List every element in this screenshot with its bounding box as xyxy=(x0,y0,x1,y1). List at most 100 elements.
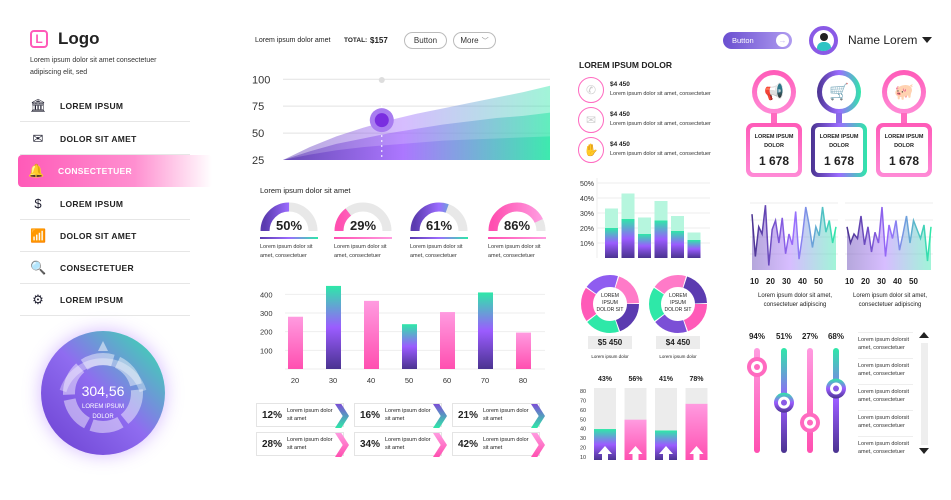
y-tick-label: 40% xyxy=(580,196,594,203)
y-tick-label: 20% xyxy=(580,226,594,233)
avatar[interactable] xyxy=(809,26,838,55)
cart-icon: 🛒 xyxy=(822,75,856,109)
sidebar-item-dolor-sit-amet[interactable]: 📶 DOLOR SIT AMET xyxy=(20,220,190,252)
y-tick-label: 60 xyxy=(580,408,586,414)
bar-bottom xyxy=(687,240,701,258)
stacked-bar-chart: 50% 40% 30% 20% 10% xyxy=(580,178,710,258)
y-tick-label: 30% xyxy=(580,211,594,218)
line-chart: 10 20 30 40 50 Lorem ipsum dolor sit amet, con… xyxy=(750,200,840,310)
list-item[interactable]: Lorem ipsum dolorsit amet, consectetuer xyxy=(858,358,913,378)
caret-down-icon[interactable] xyxy=(922,37,932,43)
sidebar-item-consectetuer[interactable]: 🔔 CONSECTETUER xyxy=(18,155,212,187)
y-tick-label: 10 xyxy=(580,455,586,461)
percent-card[interactable]: 42% Lorem ipsum dolor sit amet xyxy=(452,432,545,457)
percent-card[interactable]: 12% Lorem ipsum dolor sit amet xyxy=(256,403,349,428)
list-item[interactable]: Lorem ipsum dolorsit amet, consectetuer xyxy=(858,410,913,430)
sidebar-item-label: CONSECTETUER xyxy=(60,262,134,273)
percent-card[interactable]: 16% Lorem ipsum dolor sit amet xyxy=(354,403,447,428)
chevron-down-icon: ﹀ xyxy=(481,37,489,45)
sidebar-item-lorem-ipsum[interactable]: ⚙ LOREM IPSUM xyxy=(20,284,190,316)
toggle-button[interactable]: Button → xyxy=(723,32,792,49)
percent-card[interactable]: 21% Lorem ipsum dolor sit amet xyxy=(452,403,545,428)
line-chart-svg xyxy=(750,202,838,270)
donut-amount: $5 450 xyxy=(588,336,632,349)
scroll-down-icon[interactable] xyxy=(919,448,929,454)
x-tick-label: 20 xyxy=(861,277,870,286)
user-name[interactable]: Name Lorem xyxy=(848,33,918,47)
y-tick-label: 10% xyxy=(580,241,594,248)
scroll-up-icon[interactable] xyxy=(919,332,929,338)
sidebar-item-label: LOREM IPSUM xyxy=(60,294,124,305)
list-item[interactable]: Lorem ipsum dolorsit amet, consectetuer xyxy=(858,332,913,352)
more-dropdown[interactable]: More ﹀ xyxy=(453,32,496,49)
sidebar-item-dolor-sit-amet[interactable]: ✉ DOLOR SIT AMET xyxy=(20,123,190,155)
arrow-up-icon xyxy=(628,446,643,460)
y-tick-label: 40 xyxy=(580,427,586,433)
total-label: TOTAL: xyxy=(344,37,368,44)
gauge-underline-wrap xyxy=(410,237,468,239)
scrollbar[interactable] xyxy=(921,343,928,445)
header-button[interactable]: Button xyxy=(404,32,447,49)
sidebar-item-label: CONSECTETUER xyxy=(58,166,132,176)
bar-fill xyxy=(594,429,616,460)
gauge-underline xyxy=(410,237,468,239)
bar xyxy=(516,332,531,369)
gauge-underline-wrap xyxy=(334,237,392,239)
stat-pin-card[interactable]: 📢 LOREM IPSUM DOLOR 1 678 xyxy=(746,70,802,180)
pin-title: LOREM IPSUM xyxy=(884,133,924,140)
caption-line: amet, consectetuer xyxy=(410,253,457,259)
arrow-right-icon: → xyxy=(776,34,789,47)
stat-pin-card[interactable]: 🛒 LOREM IPSUM DOLOR 1 678 xyxy=(811,70,867,180)
gauge-arc xyxy=(488,202,546,232)
gauge-arc xyxy=(334,202,392,232)
pin-box: LOREM IPSUM DOLOR 1 678 xyxy=(876,123,932,177)
toggle-label: Button xyxy=(732,36,754,45)
text-line: sit amet xyxy=(483,445,503,451)
caption-line: Lorem ipsum dolor sit xyxy=(488,244,541,250)
list-line: amet, consectetuer xyxy=(858,345,905,351)
bar-bottom xyxy=(671,231,684,258)
percent-text: Lorem ipsum dolor sit amet xyxy=(287,407,333,423)
stat-pin-card[interactable]: 🐖 LOREM IPSUM DOLOR 1 678 xyxy=(876,70,932,180)
pin-circle: 📢 xyxy=(752,70,796,114)
bar-chart-icon: 📶 xyxy=(30,227,47,243)
caption-line: Lorem ipsum dolor sit xyxy=(260,244,313,250)
list-line: amet, consectetuer xyxy=(858,371,905,377)
percent-card[interactable]: 34% Lorem ipsum dolor sit amet xyxy=(354,432,447,457)
contact-amount: $4 450 xyxy=(610,81,630,88)
y-tick-label: 70 xyxy=(580,398,586,404)
chevron-right-icon xyxy=(531,404,545,428)
percent-card[interactable]: 28% Lorem ipsum dolor sit amet xyxy=(256,432,349,457)
list-line: amet, consectetuer xyxy=(858,449,905,455)
sidebar-item-consectetuer[interactable]: 🔍 CONSECTETUER xyxy=(20,252,190,284)
dollar-icon: $ xyxy=(34,196,42,211)
bar-bottom xyxy=(605,228,618,258)
donut-amount: $4 450 xyxy=(656,336,700,349)
y-tick-label: 200 xyxy=(260,328,273,337)
line-area xyxy=(847,207,931,270)
caption-line: Lorem ipsum dolor sit xyxy=(410,244,463,250)
marker-point[interactable] xyxy=(374,113,389,128)
bar-bottom xyxy=(654,220,668,258)
donut-segment xyxy=(649,275,707,333)
line-chart-caption: Lorem ipsum dolor sit amet, consectetuer … xyxy=(745,292,845,310)
list-line: Lorem ipsum dolorsit xyxy=(858,363,910,369)
contact-amount: $4 450 xyxy=(610,111,630,118)
percent-text: Lorem ipsum dolor sit amet xyxy=(385,407,431,423)
pin-title: DOLOR xyxy=(829,142,849,149)
gauge-underline xyxy=(260,237,318,239)
search-icon: 🔍 xyxy=(30,259,47,275)
dial-label: LOREM IPSUM xyxy=(81,404,124,410)
pin-stem xyxy=(771,113,777,123)
text-line: sit amet xyxy=(385,445,405,451)
list-item[interactable]: Lorem ipsum dolorsit amet, consectetuer xyxy=(858,384,913,404)
hand-icon: ✋ xyxy=(578,137,604,163)
gauge-underline xyxy=(334,237,392,239)
caption-line: Lorem ipsum dolor sit amet, xyxy=(757,293,833,299)
pin-box: LOREM IPSUM DOLOR 1 678 xyxy=(746,123,802,177)
sidebar-item-lorem-ipsum[interactable]: 🏛 LOREM IPSUM xyxy=(20,90,190,122)
list-item[interactable]: Lorem ipsum dolorsit amet, consectetuer xyxy=(858,436,913,456)
text-line: Lorem ipsum dolor xyxy=(287,408,333,414)
sidebar-item-lorem-ipsum[interactable]: $ LOREM IPSUM xyxy=(20,188,190,220)
dial-label: DOLOR xyxy=(92,414,114,420)
